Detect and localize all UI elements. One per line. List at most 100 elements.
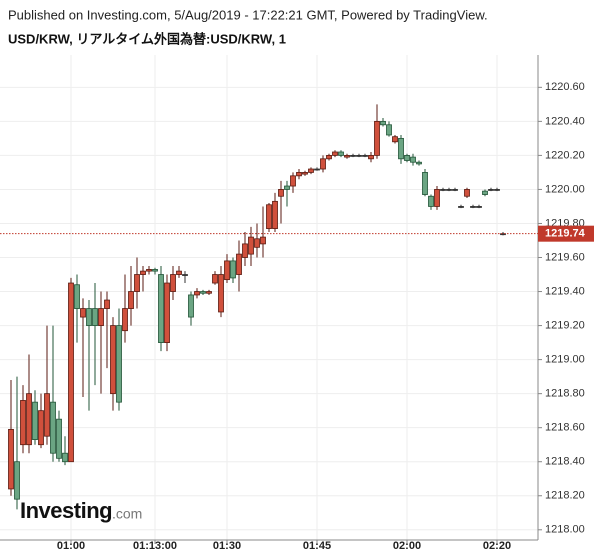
candle-body — [386, 124, 392, 136]
candle-body — [62, 452, 68, 463]
candle-body — [470, 206, 476, 208]
candle-body — [74, 284, 80, 309]
x-tick-label: 01:13:00 — [133, 540, 177, 552]
candle-body — [482, 190, 488, 195]
candle-body — [494, 189, 500, 191]
candle-body — [242, 243, 248, 258]
y-tick-label: 1219.00 — [545, 354, 585, 366]
candle-body — [404, 155, 410, 161]
candle-body — [20, 400, 26, 446]
candle-body — [416, 161, 422, 165]
candle-body — [98, 308, 104, 326]
candle-body — [212, 274, 218, 284]
candle-body — [140, 270, 146, 275]
candle-body — [92, 308, 98, 326]
candle-body — [476, 206, 482, 208]
candle-body — [428, 195, 434, 207]
candle-body — [194, 291, 200, 296]
candle-body — [464, 189, 470, 197]
candle-body — [278, 189, 284, 197]
candle-body — [266, 204, 272, 229]
candle-body — [224, 260, 230, 281]
candle-body — [350, 155, 356, 157]
x-tick-label: 01:00 — [57, 540, 85, 552]
candle-body — [236, 253, 242, 275]
candle-body — [254, 238, 260, 248]
candle-body — [440, 189, 446, 191]
y-tick-label: 1220.00 — [545, 183, 585, 195]
candle-body — [80, 308, 86, 318]
y-tick-label: 1220.40 — [545, 115, 585, 127]
candle-body — [68, 282, 74, 463]
published-note: Published on Investing.com, 5/Aug/2019 -… — [8, 7, 488, 22]
candle-body — [44, 393, 50, 437]
candle-body — [50, 401, 56, 454]
candle-body — [314, 168, 320, 171]
candle-body — [182, 274, 188, 276]
candle-body — [458, 206, 464, 208]
candle-body — [338, 151, 344, 156]
candle-body — [398, 137, 404, 160]
candle-body — [320, 158, 326, 170]
y-tick-label: 1218.80 — [545, 388, 585, 400]
y-tick-label: 1220.60 — [545, 81, 585, 93]
candle-body — [128, 291, 134, 309]
y-tick-label: 1218.20 — [545, 490, 585, 502]
candle-body — [326, 155, 332, 160]
logo-name: Investing — [20, 498, 112, 523]
x-tick-label: 01:30 — [213, 540, 241, 552]
candle-body — [146, 269, 152, 272]
candle-body — [410, 156, 416, 163]
y-tick-label: 1218.00 — [545, 524, 585, 536]
candle-body — [38, 410, 44, 446]
y-tick-label: 1220.20 — [545, 149, 585, 161]
candle-body — [302, 172, 308, 175]
candle-body — [332, 151, 338, 156]
y-tick-label: 1219.60 — [545, 251, 585, 263]
candle-body — [176, 270, 182, 275]
candle-body — [230, 260, 236, 279]
candle-body — [104, 299, 110, 309]
candle-body — [218, 274, 224, 313]
last-price-label: 1219.74 — [545, 228, 586, 240]
candle-body — [14, 461, 20, 500]
chart-title: USD/KRW, リアルタイム外国為替:USD/KRW, 1 — [8, 31, 286, 46]
candle-body — [8, 428, 14, 490]
candle-body — [26, 393, 32, 446]
candle-body — [56, 418, 62, 459]
candle-body — [206, 291, 212, 294]
candle-body — [158, 274, 164, 343]
candle-body — [488, 189, 494, 191]
y-tick-label: 1218.60 — [545, 422, 585, 434]
candle-body — [308, 168, 314, 173]
candle-body — [188, 294, 194, 318]
candle-body — [248, 236, 254, 255]
candle-body — [368, 155, 374, 160]
candle-body — [362, 155, 368, 157]
candle-body — [446, 189, 452, 191]
x-tick-label: 02:20 — [483, 540, 511, 552]
candle-body — [260, 236, 266, 245]
candle-body — [356, 155, 362, 157]
candle-body — [284, 185, 290, 190]
candle-body — [380, 120, 386, 126]
y-tick-label: 1218.40 — [545, 456, 585, 468]
candle-body — [116, 325, 122, 403]
candle-body — [134, 274, 140, 292]
candle-body — [164, 282, 170, 343]
candle-body — [200, 291, 206, 294]
candle-body — [392, 136, 398, 143]
candle-body — [110, 325, 116, 395]
candle-body — [32, 401, 38, 440]
candle-body — [152, 269, 158, 272]
candle-body — [170, 274, 176, 292]
logo-domain: .com — [112, 506, 142, 522]
candle-body — [374, 120, 380, 156]
x-tick-label: 02:00 — [393, 540, 421, 552]
x-tick-label: 01:45 — [303, 540, 331, 552]
candle-body — [344, 155, 350, 158]
candle-body — [122, 308, 128, 332]
y-tick-label: 1219.40 — [545, 285, 585, 297]
